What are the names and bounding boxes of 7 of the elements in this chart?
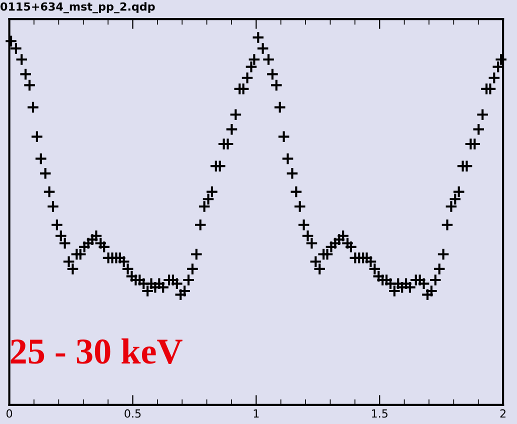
x-tick-label: 1 <box>254 409 259 418</box>
annotation: 25 - 30 keV <box>10 338 182 364</box>
x-tick-label: 0.5 <box>124 409 141 418</box>
chart-title: 0115+634_mst_pp_2.qdp <box>0 2 155 14</box>
x-tick-label: 2 <box>500 409 506 418</box>
x-tick-label: 1.5 <box>372 409 388 418</box>
x-tick-label: 0 <box>6 409 12 418</box>
